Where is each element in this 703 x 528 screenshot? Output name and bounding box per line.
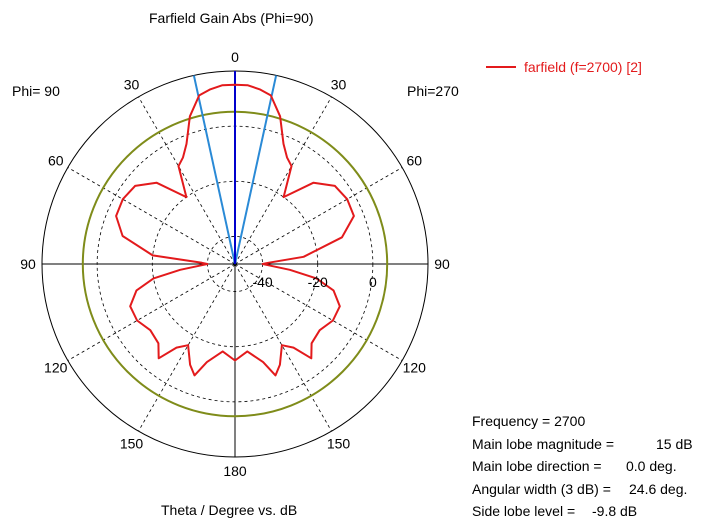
angle-tick-label: 90 xyxy=(434,256,450,272)
radial-tick-label: -20 xyxy=(308,274,328,290)
angle-tick-label: 180 xyxy=(223,463,247,479)
info-panel: Frequency = 2700 Main lobe magnitude = 1… xyxy=(472,410,703,523)
angle-tick-label: 150 xyxy=(120,435,144,451)
radial-tick-label: 0 xyxy=(369,274,377,290)
angle-tick-label: 150 xyxy=(327,435,351,451)
angle-tick-label: 60 xyxy=(406,153,422,169)
angle-tick-label: 120 xyxy=(44,360,68,376)
grid-spoke xyxy=(234,167,403,265)
angle-tick-label: 120 xyxy=(403,360,427,376)
grid-spoke xyxy=(234,263,332,432)
angle-tick-label: 30 xyxy=(331,77,347,93)
angle-tick-label: 30 xyxy=(124,77,140,93)
info-direction-value: 0.0 deg. xyxy=(626,458,677,474)
legend-swatch xyxy=(486,66,516,68)
series-group xyxy=(115,83,355,377)
grid-spoke xyxy=(138,263,236,432)
angle-tick-label: 90 xyxy=(20,256,36,272)
info-side-lobe-level: Side lobe level = -9.8 dB xyxy=(472,500,703,523)
phi-left-label: Phi= 90 xyxy=(12,83,60,99)
beamwidth-line xyxy=(234,75,278,265)
info-direction-label: Main lobe direction = xyxy=(472,458,602,474)
marker-lines xyxy=(81,71,389,418)
x-axis-label: Theta / Degree vs. dB xyxy=(161,502,298,518)
beamwidth-line xyxy=(192,75,236,265)
phi-right-label: Phi=270 xyxy=(407,83,459,99)
info-frequency: Frequency = 2700 xyxy=(472,410,703,433)
radial-tick-label: -40 xyxy=(252,274,272,290)
info-sidelobe-label: Side lobe level = xyxy=(472,503,576,519)
legend: farfield (f=2700) [2] xyxy=(486,59,642,75)
grid-spoke xyxy=(234,263,403,361)
tick-labels: 0 30 60 90 120 150 180 150 120 90 60 30 -40 -20 0 xyxy=(20,49,450,479)
info-width-value: 24.6 deg. xyxy=(629,480,688,497)
legend-label: farfield (f=2700) [2] xyxy=(524,59,642,75)
grid-spoke xyxy=(67,263,236,361)
grid-spoke xyxy=(67,167,236,265)
angle-tick-label: 60 xyxy=(48,153,64,169)
info-magnitude-label: Main lobe magnitude = xyxy=(472,435,615,452)
angle-tick-label: 0 xyxy=(231,49,239,65)
info-frequency-label: Frequency = 2700 xyxy=(472,413,586,429)
info-angular-width: Angular width (3 dB) = 24.6 deg. xyxy=(472,478,703,501)
grid-spoke xyxy=(138,96,236,265)
info-main-lobe-direction: Main lobe direction = 0.0 deg. xyxy=(472,455,703,478)
grid-spoke xyxy=(234,96,332,265)
info-main-lobe-magnitude: Main lobe magnitude = 15 dB xyxy=(472,433,703,456)
pattern-line xyxy=(115,83,355,377)
info-sidelobe-value: -9.8 dB xyxy=(592,503,638,519)
info-width-label: Angular width (3 dB) = xyxy=(472,480,611,497)
chart-title: Farfield Gain Abs (Phi=90) xyxy=(149,10,314,26)
info-magnitude-value: 15 dB xyxy=(656,435,693,452)
